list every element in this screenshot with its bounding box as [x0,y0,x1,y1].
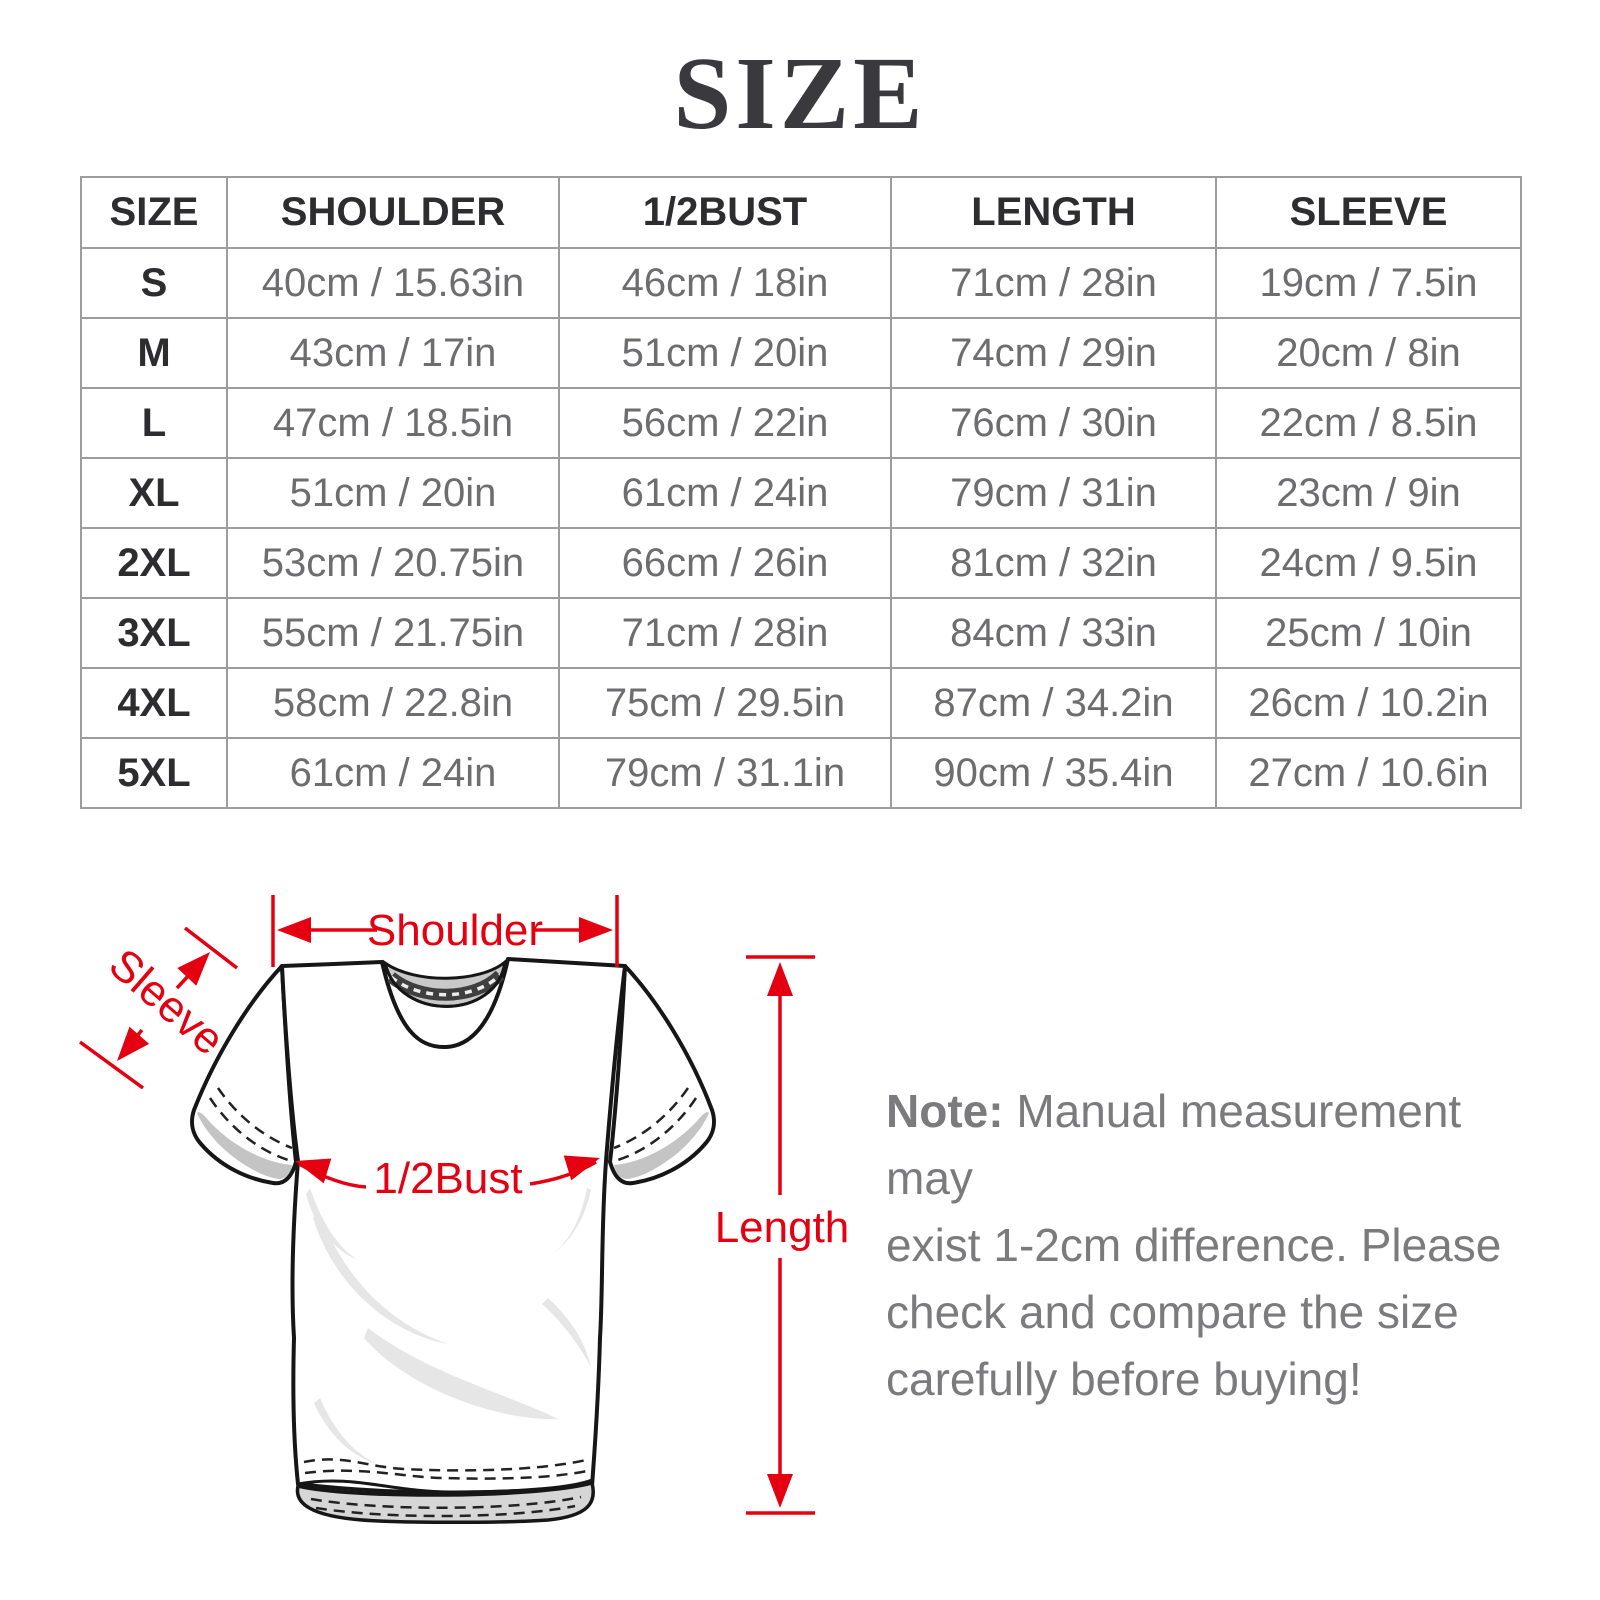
measurement-cell: 90cm / 35.4in [890,737,1217,809]
table-row: L 47cm / 18.5in 56cm / 22in 76cm / 30in 22cm… [80,387,1522,459]
measurement-cell: 27cm / 10.6in [1215,737,1522,809]
length-measure-arrow: Length [715,955,850,1515]
measurement-cell: 66cm / 26in [558,527,892,599]
sleeve-label: Sleeve [100,939,234,1064]
size-label-cell: 5XL [80,737,228,809]
measurement-cell: 87cm / 34.2in [890,667,1217,739]
tshirt-measurement-diagram: Shoulder Sleeve 1/2Bust [78,895,850,1524]
table-row: 3XL 55cm / 21.75in 71cm / 28in 84cm / 33in 2… [80,597,1522,669]
table-row: 5XL 61cm / 24in 79cm / 31.1in 90cm / 35.4in… [80,737,1522,809]
header-cell: SLEEVE [1215,176,1522,249]
length-label: Length [715,1203,850,1252]
measurement-cell: 24cm / 9.5in [1215,527,1522,599]
size-label-cell: L [80,387,228,459]
shoulder-label: Shoulder [367,906,543,955]
note-body: Manual measurement may exist 1-2cm diffe… [886,1085,1502,1405]
shoulder-measure-arrow: Shoulder [271,895,619,967]
size-label-cell: XL [80,457,228,529]
measurement-cell: 51cm / 20in [226,457,560,529]
tshirt-body [280,957,627,1524]
measurement-cell: 47cm / 18.5in [226,387,560,459]
size-table-body: S 40cm / 15.63in 46cm / 18in 71cm / 28in 19c… [80,247,1522,809]
measurement-cell: 81cm / 32in [890,527,1217,599]
size-label-cell: M [80,317,228,389]
measurement-cell: 71cm / 28in [890,247,1217,319]
size-label-cell: 3XL [80,597,228,669]
bust-label: 1/2Bust [373,1154,522,1203]
measurement-cell: 22cm / 8.5in [1215,387,1522,459]
header-cell: 1/2BUST [558,176,892,249]
measurement-cell: 55cm / 21.75in [226,597,560,669]
table-row: 4XL 58cm / 22.8in 75cm / 29.5in 87cm / 34.2… [80,667,1522,739]
measurement-cell: 56cm / 22in [558,387,892,459]
tshirt-hem [295,1458,595,1524]
tshirt-left-sleeve [190,964,298,1186]
size-label-cell: 2XL [80,527,228,599]
header-cell: SIZE [80,176,228,249]
note-prefix: Note: [886,1085,1004,1137]
size-label-cell: S [80,247,228,319]
size-label-cell: 4XL [80,667,228,739]
table-row: S 40cm / 15.63in 46cm / 18in 71cm / 28in 19c… [80,247,1522,319]
measurement-cell: 25cm / 10in [1215,597,1522,669]
measurement-cell: 75cm / 29.5in [558,667,892,739]
measurement-cell: 79cm / 31.1in [558,737,892,809]
measurement-cell: 46cm / 18in [558,247,892,319]
table-row: 2XL 53cm / 20.75in 66cm / 26in 81cm / 32in 2… [80,527,1522,599]
measurement-cell: 79cm / 31in [890,457,1217,529]
size-table: SIZE SHOULDER 1/2BUST LENGTH SLEEVE S 40cm / … [80,176,1522,809]
measurement-cell: 51cm / 20in [558,317,892,389]
tshirt-collar [382,958,508,1008]
header-cell: LENGTH [890,176,1217,249]
note-text: Note: Manual measurement may exist 1-2cm… [886,1078,1506,1413]
bust-measure-arrow: 1/2Bust [295,1154,600,1203]
header-cell: SHOULDER [226,176,560,249]
measurement-cell: 26cm / 10.2in [1215,667,1522,739]
measurement-cell: 61cm / 24in [558,457,892,529]
measurement-cell: 76cm / 30in [890,387,1217,459]
measurement-cell: 53cm / 20.75in [226,527,560,599]
table-row: M 43cm / 17in 51cm / 20in 74cm / 29in 20cm /… [80,317,1522,389]
measurement-cell: 20cm / 8in [1215,317,1522,389]
page-title: SIZE [673,36,927,151]
measurement-cell: 61cm / 24in [226,737,560,809]
measurement-cell: 43cm / 17in [226,317,560,389]
size-table-head-row: SIZE SHOULDER 1/2BUST LENGTH SLEEVE [80,176,1522,249]
measurement-cell: 84cm / 33in [890,597,1217,669]
measurement-cell: 19cm / 7.5in [1215,247,1522,319]
measurement-cell: 23cm / 9in [1215,457,1522,529]
tshirt-right-sleeve [608,964,716,1186]
measurement-cell: 71cm / 28in [558,597,892,669]
table-row: XL 51cm / 20in 61cm / 24in 79cm / 31in 23cm … [80,457,1522,529]
measurement-cell: 74cm / 29in [890,317,1217,389]
measurement-cell: 58cm / 22.8in [226,667,560,739]
measurement-cell: 40cm / 15.63in [226,247,560,319]
